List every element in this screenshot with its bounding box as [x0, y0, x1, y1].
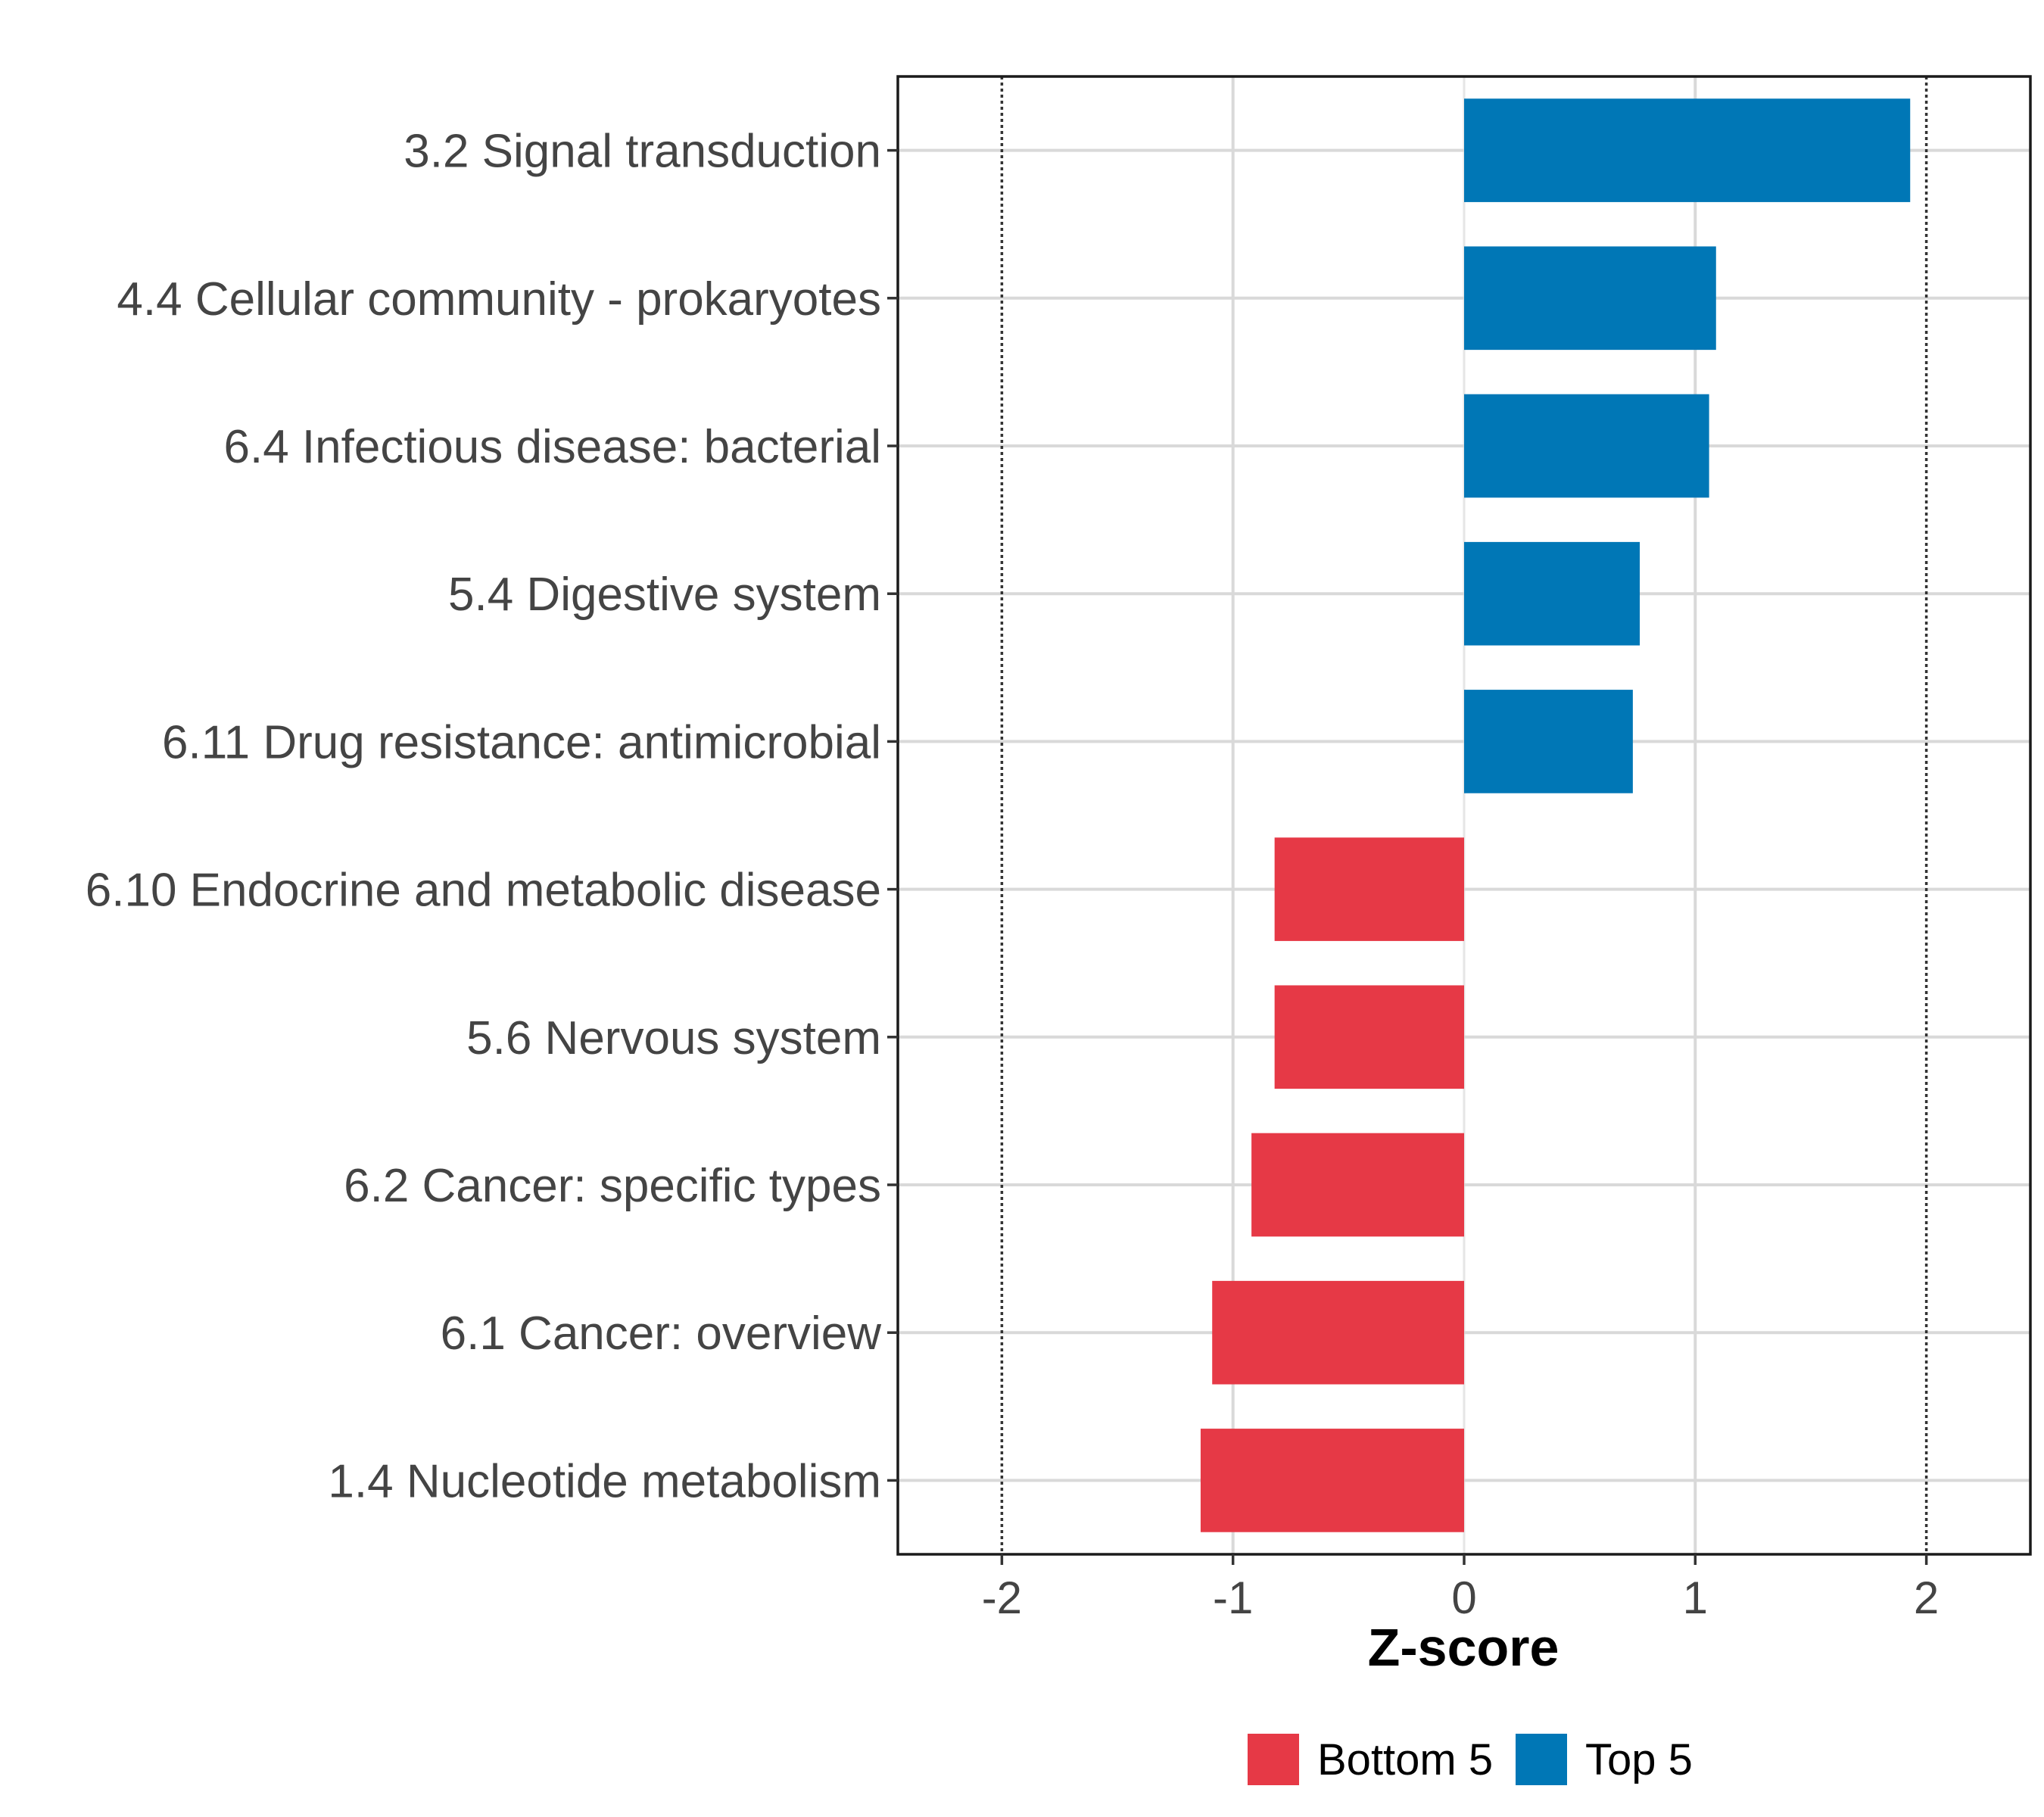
legend-label-top-5: Top 5 [1585, 1735, 1693, 1784]
bar-3-2-signal-transduction [1464, 98, 1911, 202]
bar-4-4-cellular-community-prokaryotes [1464, 246, 1716, 351]
x-axis: -2 -1 0 1 2 [982, 1554, 1939, 1623]
category-label: 6.4 Infectious disease: bacterial [223, 421, 881, 473]
category-label: 5.6 Nervous system [466, 1012, 881, 1064]
bar-5-6-nervous-system [1274, 985, 1464, 1089]
category-label: 1.4 Nucleotide metabolism [328, 1455, 881, 1507]
category-label: 3.2 Signal transduction [404, 126, 881, 178]
legend-swatch-top-5 [1516, 1734, 1567, 1785]
bar-5-4-digestive-system [1464, 541, 1640, 646]
bar-layer [1200, 98, 1911, 1532]
bar-6-2-cancer-specific-types [1251, 1133, 1464, 1237]
y-axis: 3.2 Signal transduction 4.4 Cellular comm… [86, 126, 898, 1507]
category-label: 5.4 Digestive system [448, 569, 881, 621]
bar-1-4-nucleotide-metabolism [1200, 1429, 1464, 1532]
category-label: 6.11 Drug resistance: antimicrobial [162, 716, 881, 768]
x-tick-label: 2 [1914, 1572, 1939, 1623]
reference-lines [1000, 76, 1928, 1554]
x-tick-label: -2 [982, 1572, 1022, 1623]
category-label: 6.1 Cancer: overview [441, 1307, 882, 1360]
legend: Bottom 5 Top 5 [1248, 1734, 1693, 1785]
x-tick-label: 0 [1451, 1572, 1476, 1623]
x-tick-label: 1 [1683, 1572, 1708, 1623]
legend-swatch-bottom-5 [1248, 1734, 1299, 1785]
x-tick-label: -1 [1213, 1572, 1253, 1623]
bar-6-11-drug-resistance-antimicrobial [1464, 690, 1633, 793]
x-axis-title: Z-score [1368, 1618, 1559, 1677]
category-label: 6.10 Endocrine and metabolic disease [86, 865, 881, 917]
bar-6-10-endocrine-and-metabolic-disease [1274, 837, 1464, 941]
category-label: 6.2 Cancer: specific types [344, 1160, 881, 1212]
bar-6-1-cancer-overview [1212, 1280, 1464, 1385]
category-label: 4.4 Cellular community - prokaryotes [117, 273, 881, 326]
legend-label-bottom-5: Bottom 5 [1317, 1735, 1493, 1784]
bar-6-4-infectious-disease-bacterial [1464, 394, 1709, 498]
